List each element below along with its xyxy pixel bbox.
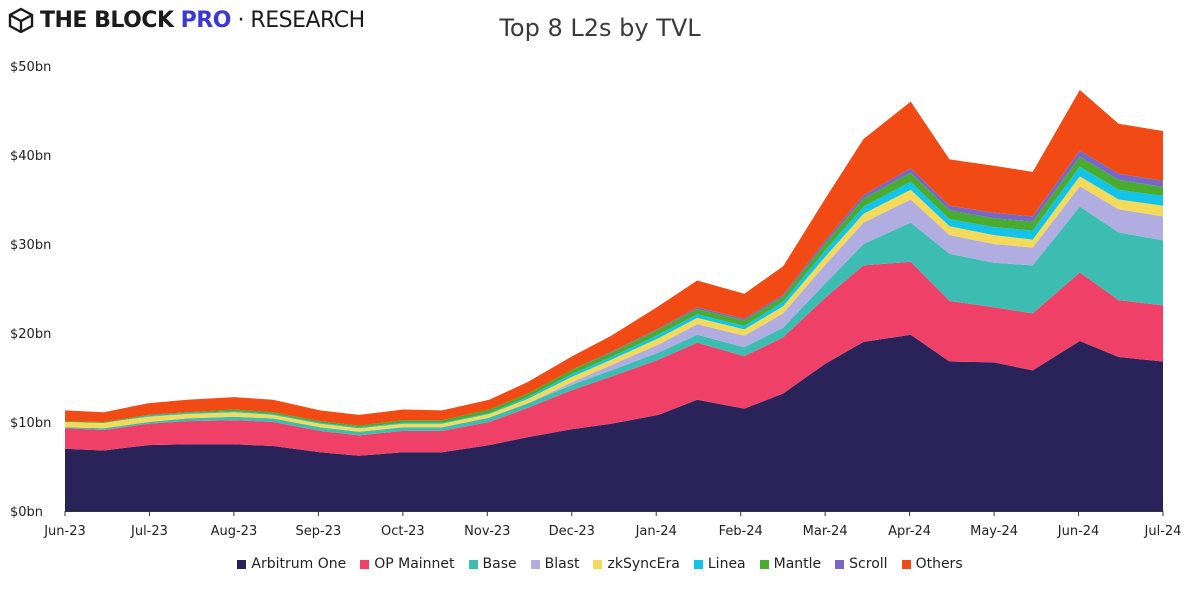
legend-label: Others	[915, 556, 963, 572]
y-tick-label: $40bn	[10, 149, 51, 164]
legend-item: Scroll	[835, 556, 888, 572]
legend-item: Arbitrum One	[237, 556, 346, 572]
x-tick-label: Oct-23	[381, 524, 425, 539]
legend-swatch	[835, 559, 845, 569]
legend-swatch	[530, 559, 540, 569]
x-tick-label: Nov-23	[464, 524, 510, 539]
legend-label: Arbitrum One	[251, 556, 347, 572]
legend-label: Mantle	[773, 556, 822, 572]
y-tick-label: $30bn	[10, 238, 51, 253]
legend-item: zkSyncEra	[593, 556, 680, 572]
x-tick-label: Dec-23	[549, 524, 595, 539]
area-series-group	[65, 90, 1163, 511]
x-tick-label: Mar-24	[803, 524, 848, 539]
legend-label: OP Mainnet	[374, 556, 455, 572]
x-tick-label: Jan-24	[635, 524, 677, 539]
x-tick-label: Apr-24	[888, 524, 931, 539]
legend-label: Linea	[707, 556, 746, 572]
y-tick-label: $20bn	[10, 327, 51, 342]
x-tick-label: Jun-23	[43, 524, 86, 539]
block-cube-icon	[8, 7, 34, 33]
x-tick-label: Feb-24	[719, 524, 763, 539]
x-axis: Jun-23 Jul-23 Aug-23 Sep-23 Oct-23 Nov-23 Dec-…	[43, 511, 1181, 539]
x-tick-label: Aug-23	[211, 524, 258, 539]
y-tick-label: $50bn	[10, 60, 51, 75]
chart-legend: Arbitrum One OP Mainnet Base Blast zkSyncEra…	[0, 556, 1200, 572]
legend-item: Mantle	[759, 556, 822, 572]
legend-swatch	[593, 559, 603, 569]
brand-name-part2: PRO	[180, 7, 232, 33]
legend-swatch	[759, 559, 769, 569]
legend-swatch	[360, 559, 370, 569]
legend-label: Base	[482, 556, 517, 572]
brand-logo: THE BLOCK PRO · RESEARCH	[8, 6, 365, 34]
legend-swatch	[468, 559, 478, 569]
area-others	[65, 90, 1163, 426]
legend-swatch	[237, 559, 247, 569]
x-tick-label: Jul-24	[1144, 524, 1182, 539]
legend-label: Blast	[544, 556, 580, 572]
x-tick-label: Jul-23	[130, 524, 168, 539]
legend-swatch	[693, 559, 703, 569]
legend-item: OP Mainnet	[360, 556, 455, 572]
legend-item: Blast	[530, 556, 580, 572]
chart-title: Top 8 L2s by TVL	[499, 14, 701, 42]
brand-name: THE BLOCK PRO · RESEARCH	[40, 8, 365, 33]
y-tick-label: $10bn	[10, 416, 51, 431]
x-tick-label: Sep-23	[296, 524, 342, 539]
legend-item: Linea	[693, 556, 746, 572]
legend-item: Base	[468, 556, 517, 572]
area-op-mainnet	[65, 261, 1163, 456]
legend-item: Others	[901, 556, 963, 572]
legend-label: Scroll	[849, 556, 888, 572]
area-arbitrum-one	[65, 334, 1163, 511]
x-tick-label: May-24	[970, 524, 1018, 539]
legend-label: zkSyncEra	[607, 556, 680, 572]
brand-name-part3: · RESEARCH	[230, 7, 365, 33]
x-tick-label: Jun-24	[1057, 524, 1100, 539]
brand-name-part1: THE BLOCK	[40, 7, 181, 33]
legend-swatch	[901, 559, 911, 569]
y-tick-label: $0bn	[10, 505, 43, 520]
y-axis: $0bn $10bn $20bn $30bn $40bn $50bn	[10, 60, 51, 520]
